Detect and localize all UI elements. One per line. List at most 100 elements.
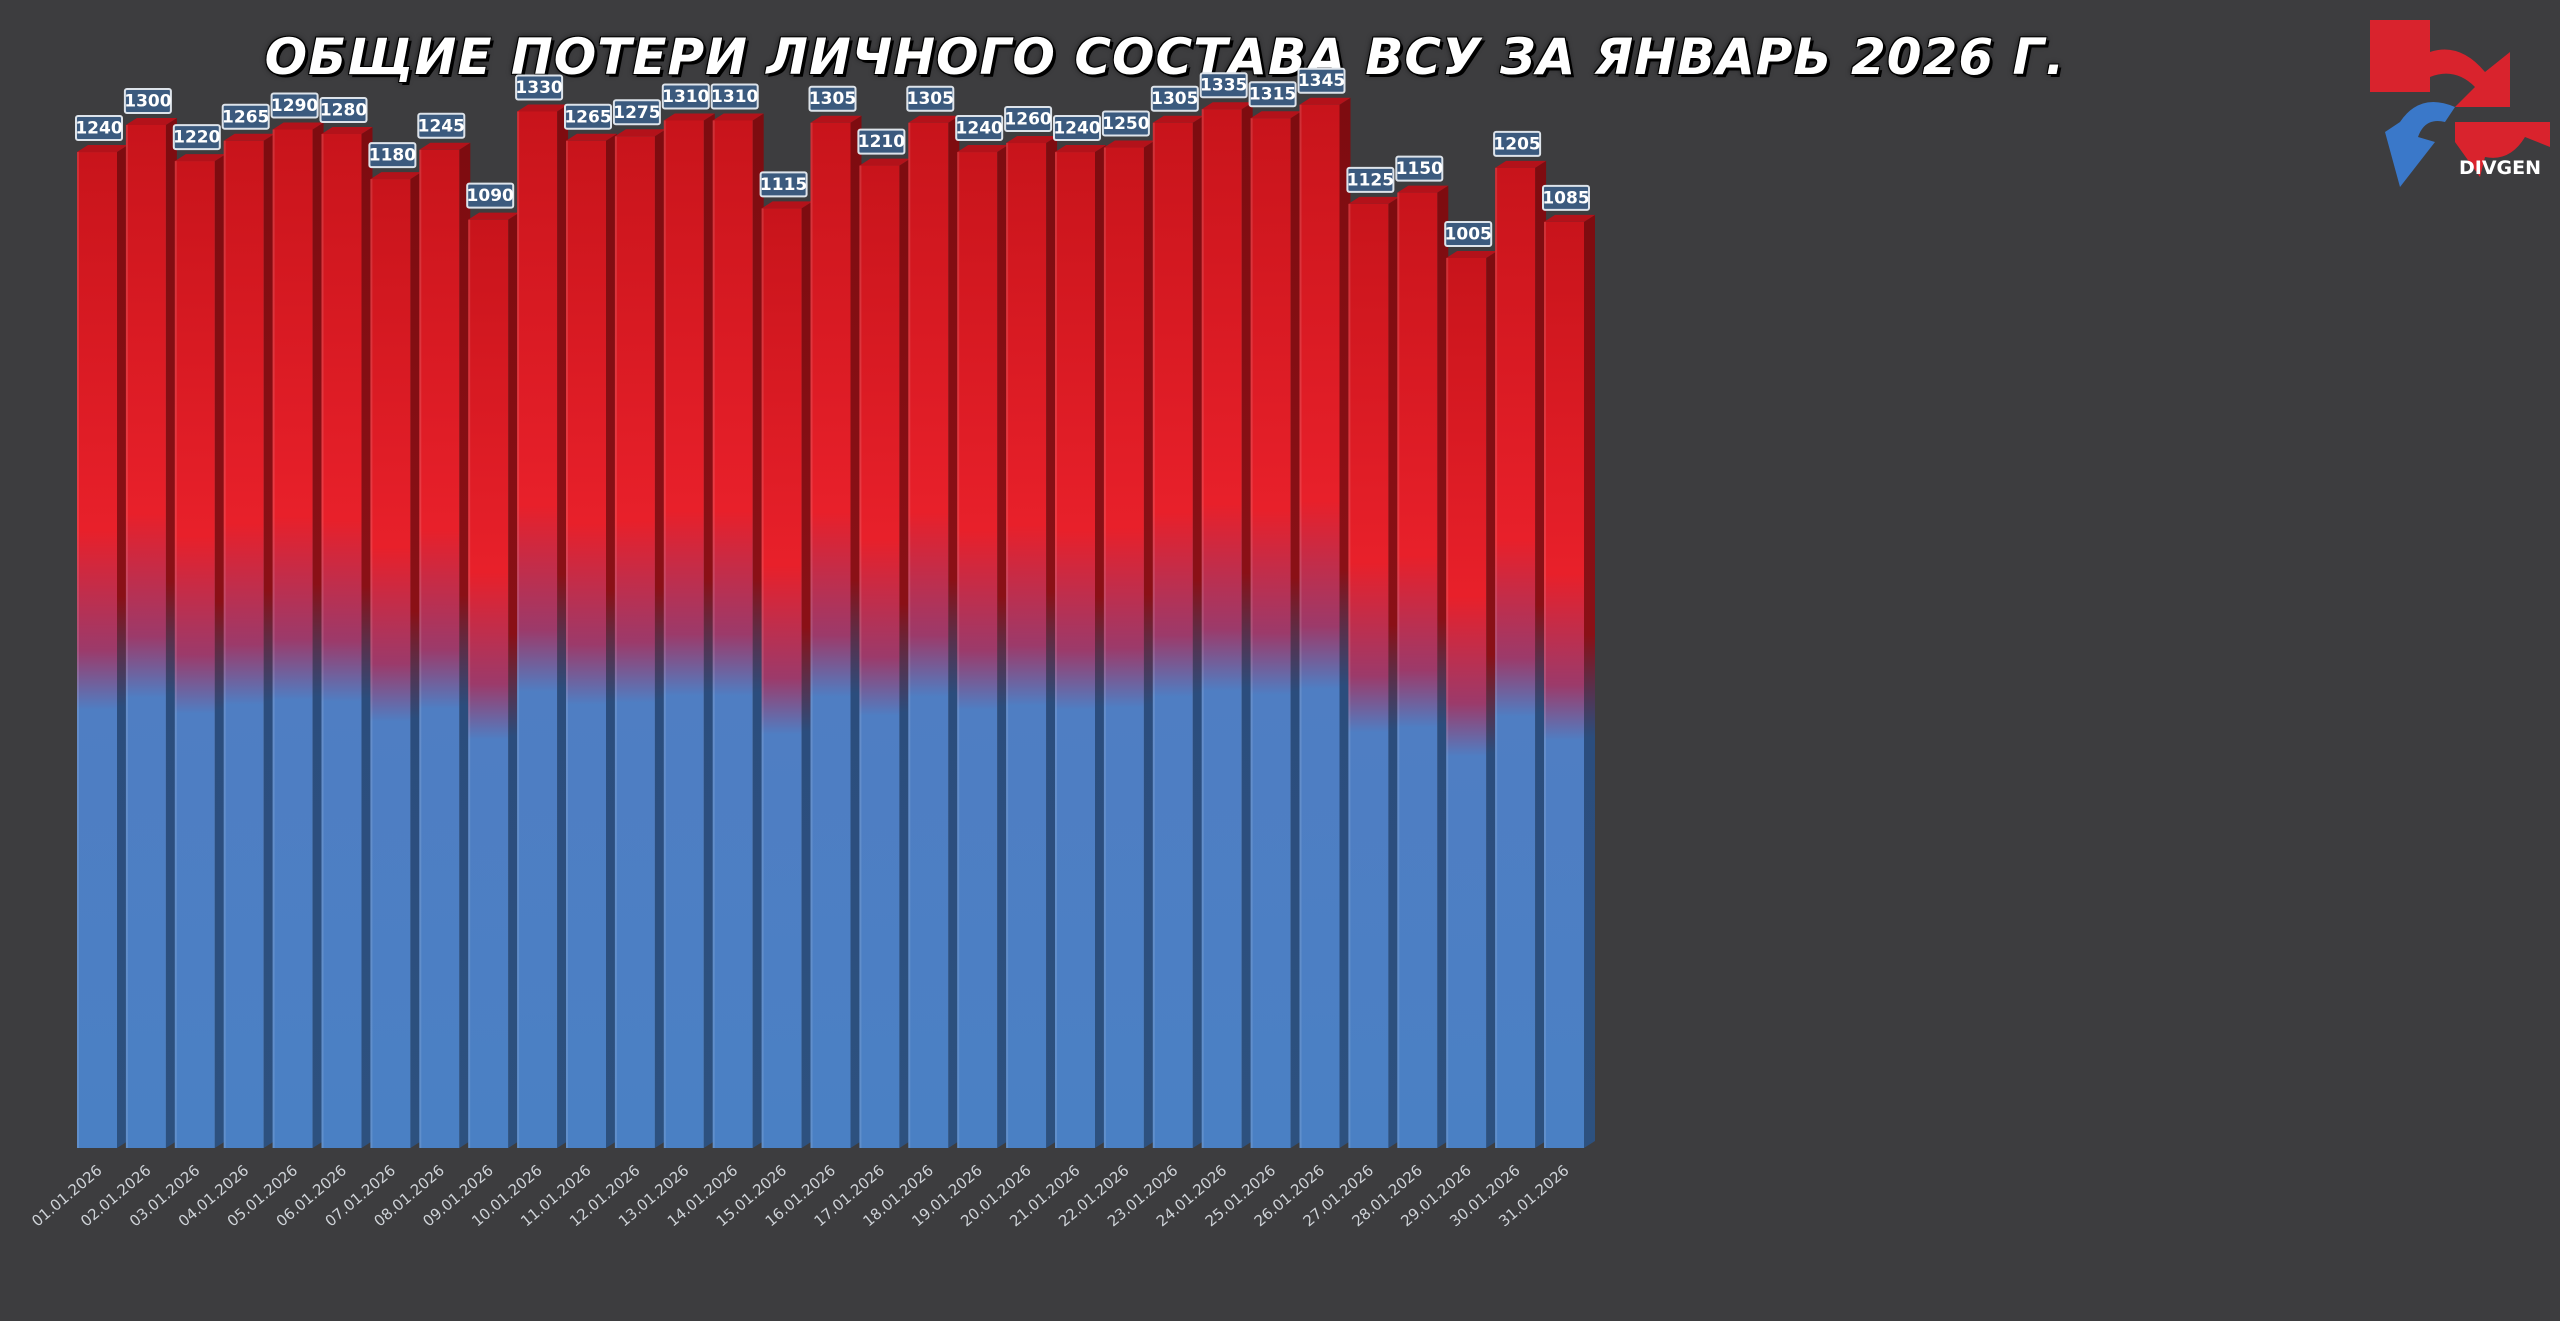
bar bbox=[468, 212, 520, 1148]
logo-text: DIVGEN bbox=[2459, 157, 2541, 179]
data-label-text: 1305 bbox=[1151, 89, 1198, 109]
bar-front bbox=[1055, 152, 1095, 1148]
bar-top bbox=[859, 158, 911, 166]
bar-side bbox=[312, 122, 324, 1149]
data-label: 1310 bbox=[661, 83, 710, 110]
bar-side bbox=[1437, 185, 1449, 1148]
bar-front bbox=[1201, 109, 1242, 1148]
logo-arrow-red-top bbox=[2370, 20, 2510, 107]
bar-top bbox=[1055, 145, 1106, 153]
bar-side bbox=[1535, 160, 1547, 1148]
bar bbox=[908, 115, 960, 1149]
bar-front bbox=[1152, 122, 1193, 1149]
bar-side bbox=[508, 212, 520, 1148]
bar-top bbox=[272, 122, 324, 130]
data-label: 1290 bbox=[270, 92, 319, 119]
bar bbox=[174, 154, 226, 1148]
bar-side bbox=[1192, 115, 1204, 1149]
data-label: 1005 bbox=[1444, 221, 1493, 247]
bar bbox=[1348, 196, 1400, 1148]
data-label-text: 1275 bbox=[613, 103, 660, 123]
chart-title: ОБЩИЕ ПОТЕРИ ЛИЧНОГО СОСТАВА ВСУ ЗА ЯНВА… bbox=[264, 28, 2066, 86]
bar-front bbox=[517, 111, 558, 1148]
bar-side bbox=[410, 172, 422, 1149]
bar-top bbox=[566, 133, 617, 141]
bar-top bbox=[1348, 196, 1400, 204]
data-label-text: 1265 bbox=[222, 107, 269, 127]
bar-side bbox=[165, 118, 177, 1148]
bar-top bbox=[370, 172, 422, 180]
data-label: 1210 bbox=[857, 128, 906, 155]
bar-front bbox=[810, 122, 851, 1149]
bar bbox=[272, 122, 324, 1149]
bar-top bbox=[1299, 97, 1351, 105]
data-label-text: 1085 bbox=[1542, 188, 1589, 208]
data-label-text: 1250 bbox=[1102, 114, 1149, 134]
data-label: 1220 bbox=[172, 124, 221, 151]
bar-front bbox=[859, 165, 900, 1148]
bar bbox=[761, 201, 813, 1148]
data-label-text: 1240 bbox=[1053, 119, 1100, 139]
bar-side bbox=[850, 115, 862, 1149]
bar-front bbox=[125, 125, 166, 1148]
bar-front bbox=[1446, 258, 1487, 1148]
bar bbox=[1397, 185, 1449, 1148]
data-label-text: 1245 bbox=[418, 116, 465, 136]
data-label-text: 1005 bbox=[1445, 225, 1492, 245]
bar-side bbox=[459, 142, 471, 1148]
logo-arrow-blue bbox=[2385, 102, 2455, 187]
bar-top bbox=[614, 129, 666, 137]
bar-top bbox=[1544, 214, 1595, 222]
bar-top bbox=[125, 118, 177, 125]
bar bbox=[663, 113, 715, 1148]
bar-side bbox=[214, 154, 226, 1148]
bar-side bbox=[1584, 214, 1595, 1149]
bar-front bbox=[1006, 143, 1047, 1148]
bar-side bbox=[703, 113, 715, 1148]
bar bbox=[1201, 102, 1253, 1148]
data-label: 1305 bbox=[808, 85, 857, 112]
bar-side bbox=[1290, 111, 1302, 1148]
bar-top bbox=[1201, 102, 1253, 110]
bar-top bbox=[1397, 185, 1449, 193]
bar bbox=[810, 115, 862, 1149]
bar-side bbox=[752, 113, 764, 1148]
bar-side bbox=[948, 115, 960, 1149]
bar-side bbox=[1241, 102, 1253, 1148]
data-label: 1315 bbox=[1248, 81, 1297, 108]
bar-front bbox=[1348, 203, 1389, 1148]
data-label-text: 1150 bbox=[1396, 159, 1443, 179]
data-label-text: 1310 bbox=[662, 87, 709, 107]
bar bbox=[1250, 111, 1302, 1148]
bar bbox=[1446, 251, 1498, 1148]
data-label-text: 1305 bbox=[809, 89, 856, 109]
data-label: 1275 bbox=[612, 99, 661, 126]
data-label: 1245 bbox=[417, 112, 466, 139]
bar-side bbox=[117, 145, 128, 1148]
bar-top bbox=[468, 212, 520, 220]
bar-front bbox=[419, 149, 460, 1148]
data-label-text: 1240 bbox=[75, 119, 122, 139]
bar-top bbox=[1495, 160, 1547, 168]
data-label-text: 1280 bbox=[320, 101, 367, 121]
data-label: 1240 bbox=[1053, 115, 1101, 142]
bar-side bbox=[801, 201, 813, 1148]
bar-front bbox=[663, 120, 704, 1148]
bar-front bbox=[1544, 221, 1584, 1149]
data-label: 1345 bbox=[1297, 67, 1346, 94]
bar bbox=[1103, 140, 1155, 1149]
data-label: 1280 bbox=[319, 97, 368, 124]
bar-top bbox=[517, 104, 569, 112]
bar-top bbox=[663, 113, 715, 121]
data-label-text: 1265 bbox=[564, 107, 611, 127]
data-label-text: 1125 bbox=[1347, 170, 1394, 190]
bar bbox=[1006, 136, 1058, 1148]
bar-side bbox=[1339, 97, 1351, 1148]
data-label: 1085 bbox=[1542, 184, 1590, 211]
bar bbox=[566, 133, 617, 1148]
bar bbox=[614, 129, 666, 1148]
data-label: 1265 bbox=[221, 103, 270, 130]
bar-front bbox=[370, 179, 411, 1149]
bar-front bbox=[566, 140, 606, 1148]
data-label-text: 1335 bbox=[1200, 76, 1247, 96]
